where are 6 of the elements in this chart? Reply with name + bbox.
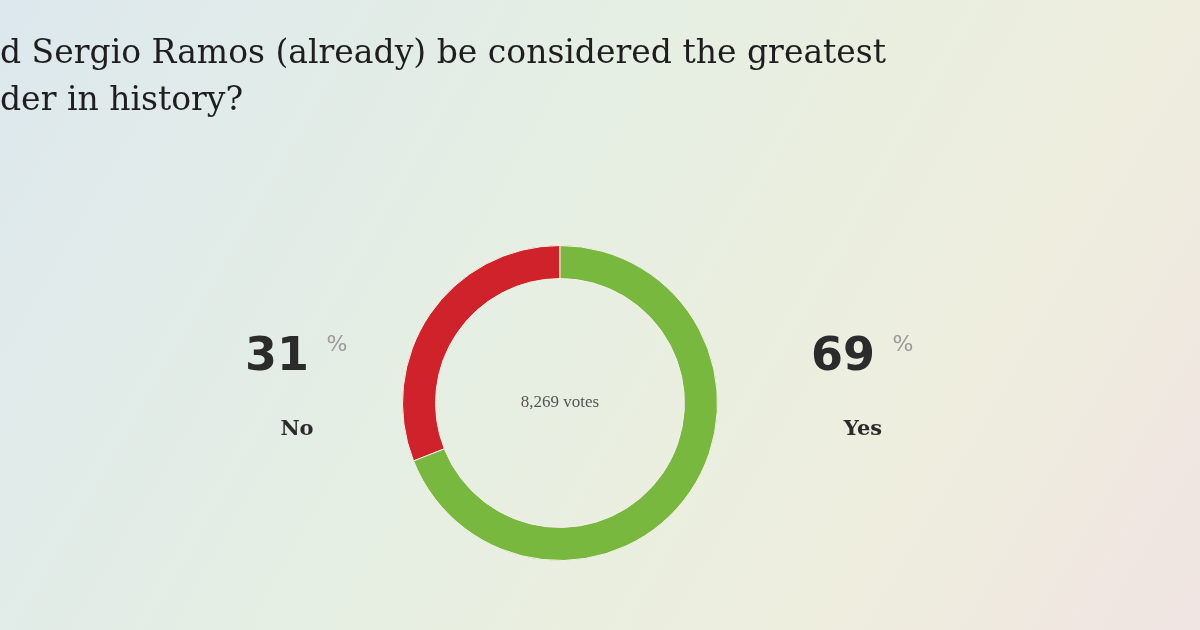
data-label: 31 % (244, 326, 348, 381)
data-label: 69 % (810, 326, 914, 381)
slice-label: Yes (842, 415, 883, 441)
text: 8,269 votes (520, 392, 600, 412)
chart-title: d Sergio Ramos (already) be considered the greatest der in history? (0, 31, 888, 120)
slice-label: No (280, 415, 314, 441)
